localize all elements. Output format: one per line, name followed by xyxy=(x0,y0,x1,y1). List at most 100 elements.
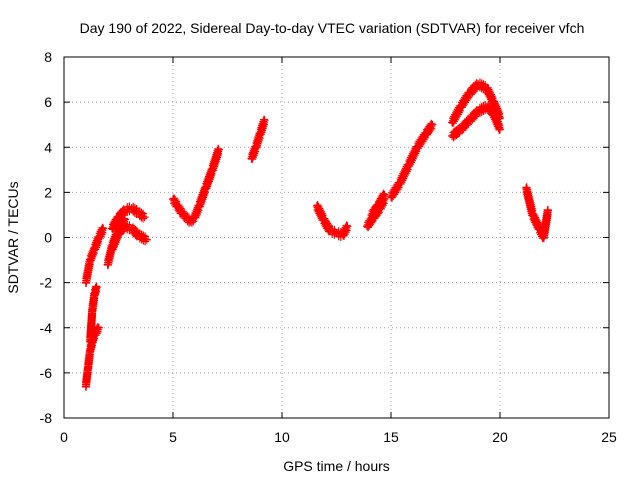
data-point-fill xyxy=(111,235,120,244)
data-point-fill xyxy=(253,141,262,150)
data-point-fill xyxy=(110,237,119,246)
data-point-fill xyxy=(251,147,260,156)
data-point-fill xyxy=(252,143,261,152)
data-point-fill xyxy=(91,245,100,254)
data-point-fill xyxy=(394,183,403,192)
y-tick-label: 8 xyxy=(44,49,52,65)
data-point xyxy=(260,116,269,125)
data-point-fill xyxy=(196,200,205,209)
data-point-fill xyxy=(192,211,201,220)
data-point-fill xyxy=(367,218,376,227)
data-point-fill xyxy=(396,180,405,189)
data-point-fill xyxy=(193,208,202,217)
data-point-fill xyxy=(206,171,215,180)
data-point-fill xyxy=(254,136,263,145)
data-point-fill xyxy=(257,128,266,137)
data-point-fill xyxy=(426,126,435,135)
data-point-fill xyxy=(408,154,417,163)
series-arc-2c xyxy=(103,214,130,270)
data-point-fill xyxy=(411,149,420,158)
data-point-fill xyxy=(258,126,267,135)
series-arc-5 xyxy=(312,201,352,241)
data-point-fill xyxy=(89,249,98,258)
x-tick-label: 10 xyxy=(274,429,290,445)
data-point-fill xyxy=(201,188,210,197)
data-point xyxy=(428,120,437,129)
data-point-fill xyxy=(342,226,351,235)
data-point xyxy=(94,323,103,332)
data-point-fill xyxy=(379,194,388,203)
data-point-fill xyxy=(202,184,211,193)
y-tick-label: -2 xyxy=(40,275,53,291)
data-point-fill xyxy=(114,230,123,239)
data-point-fill xyxy=(399,174,408,183)
data-point-fill xyxy=(397,178,406,187)
data-point-fill xyxy=(194,206,203,215)
data-point-fill xyxy=(471,85,480,94)
series-arc-10 xyxy=(522,183,552,243)
data-point-fill xyxy=(256,130,265,139)
data-point-fill xyxy=(197,198,206,207)
data-point-fill xyxy=(401,169,410,178)
axis-ticks: 0 5 10 15 20 25 -8 -6 -4 -2 0 2 4 6 8 xyxy=(40,49,617,445)
x-tick-label: 15 xyxy=(383,429,399,445)
y-tick-label: 2 xyxy=(44,184,52,200)
data-point-fill xyxy=(204,179,213,188)
data-point-fill xyxy=(204,177,213,186)
data-point-fill xyxy=(453,110,462,119)
data-point-fill xyxy=(98,228,107,237)
data-point-fill xyxy=(91,243,100,252)
data-point-fill xyxy=(452,112,461,121)
data-point-fill xyxy=(455,106,464,115)
data-point-fill xyxy=(450,115,459,124)
data-point-fill xyxy=(451,113,460,122)
data-point-fill xyxy=(92,241,101,250)
data-point-fill xyxy=(407,158,416,167)
data-point-fill xyxy=(409,152,418,161)
data-point-fill xyxy=(86,256,95,265)
data-point-fill xyxy=(449,119,458,128)
x-axis-label: GPS time / hours xyxy=(283,458,390,474)
data-point xyxy=(99,224,108,233)
data-point-fill xyxy=(477,107,486,116)
data-point-fill xyxy=(398,176,407,185)
data-point-fill xyxy=(207,170,216,179)
data-point-fill xyxy=(462,121,471,130)
data-point-fill xyxy=(254,138,263,147)
series-arc-8 xyxy=(387,119,437,202)
series-arc-7 xyxy=(367,189,389,220)
data-point xyxy=(496,125,504,134)
data-point-fill xyxy=(199,191,208,200)
data-point-fill xyxy=(118,221,127,230)
data-point-fill xyxy=(378,196,387,205)
data-point-fill xyxy=(259,120,268,129)
data-point-fill xyxy=(87,254,96,263)
data-point-fill xyxy=(405,161,414,170)
y-tick-label: 6 xyxy=(44,94,52,110)
data-point-fill xyxy=(449,117,458,126)
y-axis-label: SDTVAR / TECUs xyxy=(5,181,21,293)
data-point-fill xyxy=(471,112,480,121)
data-point xyxy=(380,190,389,199)
data-point-fill xyxy=(93,239,102,248)
data-point-fill xyxy=(198,195,207,204)
data-point-fill xyxy=(139,214,148,223)
data-point-fill xyxy=(402,167,411,176)
data-point-fill xyxy=(187,218,196,227)
data-point xyxy=(343,222,352,231)
data-point-fill xyxy=(339,231,348,240)
data-point-fill xyxy=(250,149,259,158)
data-point-fill xyxy=(410,151,419,160)
data-point-fill xyxy=(419,135,428,144)
data-point-fill xyxy=(89,251,98,260)
data-points xyxy=(81,78,552,391)
plot-frame xyxy=(63,56,610,419)
data-point-fill xyxy=(113,231,122,240)
y-tick-label: -8 xyxy=(40,410,53,426)
data-point-fill xyxy=(340,230,349,239)
data-point-fill xyxy=(463,94,472,103)
data-point-fill xyxy=(195,202,204,211)
x-tick-label: 25 xyxy=(601,429,617,445)
data-point-fill xyxy=(371,207,380,216)
data-point-fill xyxy=(453,129,462,138)
